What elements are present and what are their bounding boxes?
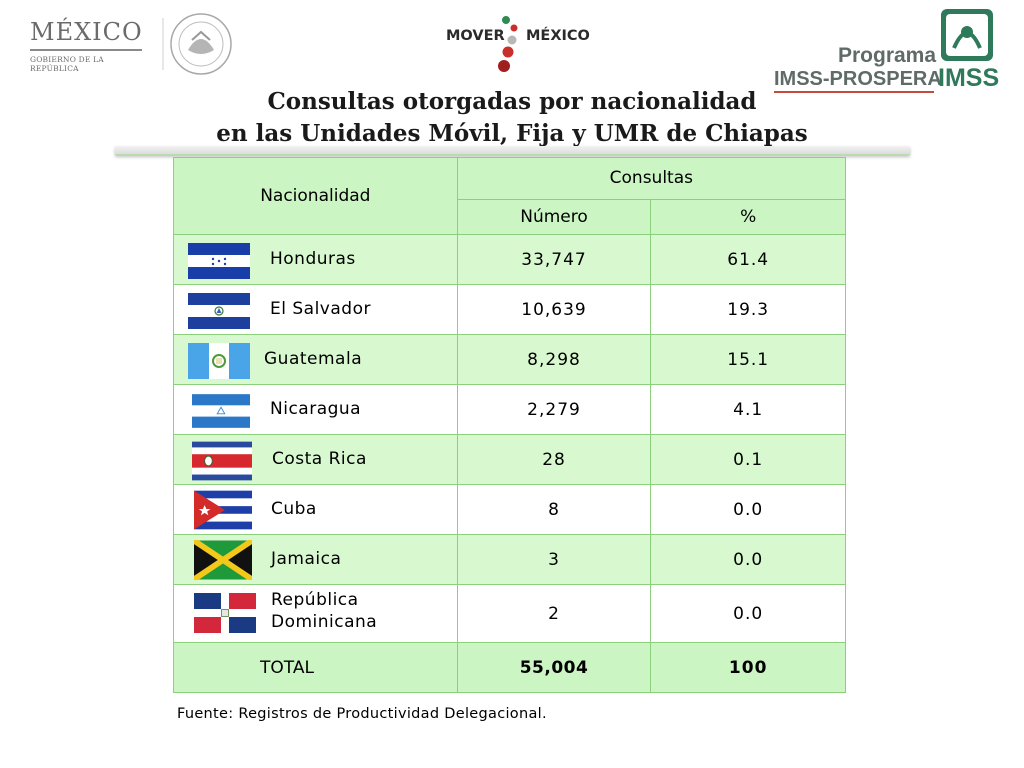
table-row: Costa Rica 28 0.1 xyxy=(173,434,846,485)
nationality-name-line-1: República xyxy=(271,590,359,610)
mexico-logo-divider xyxy=(30,49,142,51)
percent-cell: 15.1 xyxy=(650,334,846,385)
nationality-cell: República Dominicana xyxy=(173,584,458,643)
costa-rica-flag-icon xyxy=(192,441,252,481)
percent-cell: 19.3 xyxy=(650,284,846,335)
nationality-name: Nicaragua xyxy=(270,399,362,419)
table-row: Honduras 33,747 61.4 xyxy=(173,234,846,285)
nationality-name: Cuba xyxy=(271,499,317,519)
nationality-name: República Dominicana xyxy=(271,589,377,633)
nationality-name: El Salvador xyxy=(270,299,371,319)
cuba-flag-icon xyxy=(194,490,252,530)
nationality-cell: El Salvador xyxy=(173,284,458,335)
nicaragua-flag-icon xyxy=(192,394,250,428)
nationality-cell: Jamaica xyxy=(173,534,458,585)
number-cell: 28 xyxy=(456,434,652,485)
mover-text: MOVER xyxy=(446,28,505,44)
nationality-cell: Honduras xyxy=(173,234,458,285)
table-row: Cuba 8 0.0 xyxy=(173,484,846,535)
jamaica-flag-icon xyxy=(194,540,252,580)
mover-mexico-dots-icon xyxy=(498,16,518,72)
percent-cell: 0.1 xyxy=(650,434,846,485)
imss-text: IMSS xyxy=(938,64,1000,92)
number-cell: 10,639 xyxy=(456,284,652,335)
imss-prospera-logo: Programa IMSS-PROSPERA IMSS xyxy=(770,6,1000,93)
number-cell: 2,279 xyxy=(456,384,652,435)
total-label: TOTAL xyxy=(173,642,458,693)
nationality-name-line-2: Dominicana xyxy=(271,612,378,632)
title-line-2: en las Unidades Móvil, Fija y UMR de Chi… xyxy=(216,120,808,147)
mexico-text: MÉXICO xyxy=(526,28,590,44)
number-cell: 8,298 xyxy=(456,334,652,385)
honduras-flag-icon xyxy=(188,243,250,279)
total-number: 55,004 xyxy=(456,642,652,693)
mexico-logo-subtitle: GOBIERNO DE LA REPÚBLICA xyxy=(30,55,104,73)
number-cell: 3 xyxy=(456,534,652,585)
programa-text: Programa xyxy=(838,44,937,67)
table-row: Nicaragua 2,279 4.1 xyxy=(173,384,846,435)
percent-cell: 0.0 xyxy=(650,584,846,643)
title-line-1: Consultas otorgadas por nacionalidad xyxy=(267,88,757,115)
nationality-name: Honduras xyxy=(270,249,356,269)
table-row: El Salvador 10,639 19.3 xyxy=(173,284,846,335)
imss-underline xyxy=(774,91,934,93)
nationality-name: Guatemala xyxy=(264,349,363,369)
nationality-name: Jamaica xyxy=(271,549,342,569)
table-row: Jamaica 3 0.0 xyxy=(173,534,846,585)
header-nacionalidad: Nacionalidad xyxy=(173,157,458,235)
table-row: Guatemala 8,298 15.1 xyxy=(173,334,846,385)
percent-cell: 0.0 xyxy=(650,484,846,535)
mexico-logo-word: MÉXICO xyxy=(30,18,143,46)
nationality-cell: Cuba xyxy=(173,484,458,535)
page-title: Consultas otorgadas por nacionalidad en … xyxy=(100,86,924,150)
total-percent: 100 xyxy=(650,642,846,693)
nationality-cell: Nicaragua xyxy=(173,384,458,435)
percent-cell: 0.0 xyxy=(650,534,846,585)
nationality-cell: Costa Rica xyxy=(173,434,458,485)
nationality-name: Costa Rica xyxy=(272,449,367,469)
table-row: República Dominicana 2 0.0 xyxy=(173,584,846,643)
mover-mexico-logo: MOVER MÉXICO xyxy=(446,14,596,76)
imss-emblem-icon xyxy=(941,9,993,61)
header-consultas: Consultas xyxy=(456,157,847,200)
guatemala-flag-icon xyxy=(188,343,250,379)
number-cell: 8 xyxy=(456,484,652,535)
percent-cell: 4.1 xyxy=(650,384,846,435)
mexico-gobierno-logo: MÉXICO GOBIERNO DE LA REPÚBLICA xyxy=(30,18,150,73)
table-header-row: Nacionalidad Consultas xyxy=(173,157,847,235)
national-seal-icon xyxy=(162,13,232,75)
el-salvador-flag-icon xyxy=(188,293,250,329)
header-percent: % xyxy=(650,198,846,236)
prospera-text: IMSS-PROSPERA xyxy=(774,68,942,90)
source-note: Fuente: Registros de Productividad Deleg… xyxy=(177,706,547,722)
table-subheader-row: Número % xyxy=(174,198,846,236)
percent-cell: 61.4 xyxy=(650,234,846,285)
number-cell: 2 xyxy=(456,584,652,643)
dominican-republic-flag-icon xyxy=(194,593,256,633)
nationality-cell: Guatemala xyxy=(173,334,458,385)
total-row: TOTAL 55,004 100 xyxy=(173,642,846,693)
number-cell: 33,747 xyxy=(456,234,652,285)
header-numero: Número xyxy=(456,198,652,236)
consultas-table: Nacionalidad Consultas Número % Honduras… xyxy=(173,157,847,693)
title-underline-bar xyxy=(115,146,910,155)
